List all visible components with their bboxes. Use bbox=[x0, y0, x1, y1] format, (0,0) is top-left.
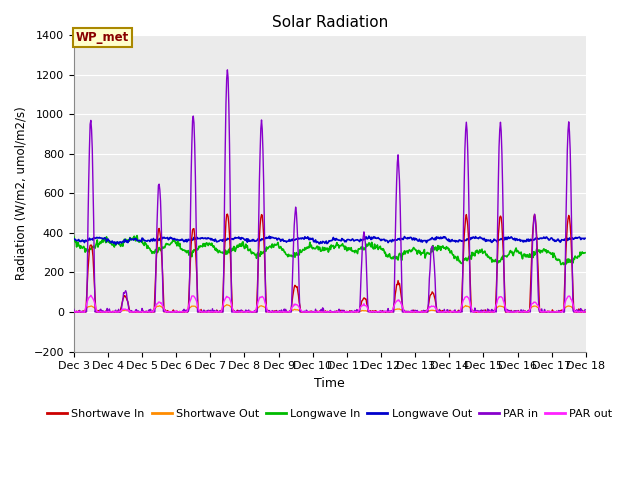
Text: WP_met: WP_met bbox=[76, 31, 129, 44]
Y-axis label: Radiation (W/m2, umol/m2/s): Radiation (W/m2, umol/m2/s) bbox=[15, 107, 28, 280]
Legend: Shortwave In, Shortwave Out, Longwave In, Longwave Out, PAR in, PAR out: Shortwave In, Shortwave Out, Longwave In… bbox=[43, 405, 617, 423]
X-axis label: Time: Time bbox=[314, 377, 345, 390]
Title: Solar Radiation: Solar Radiation bbox=[271, 15, 388, 30]
